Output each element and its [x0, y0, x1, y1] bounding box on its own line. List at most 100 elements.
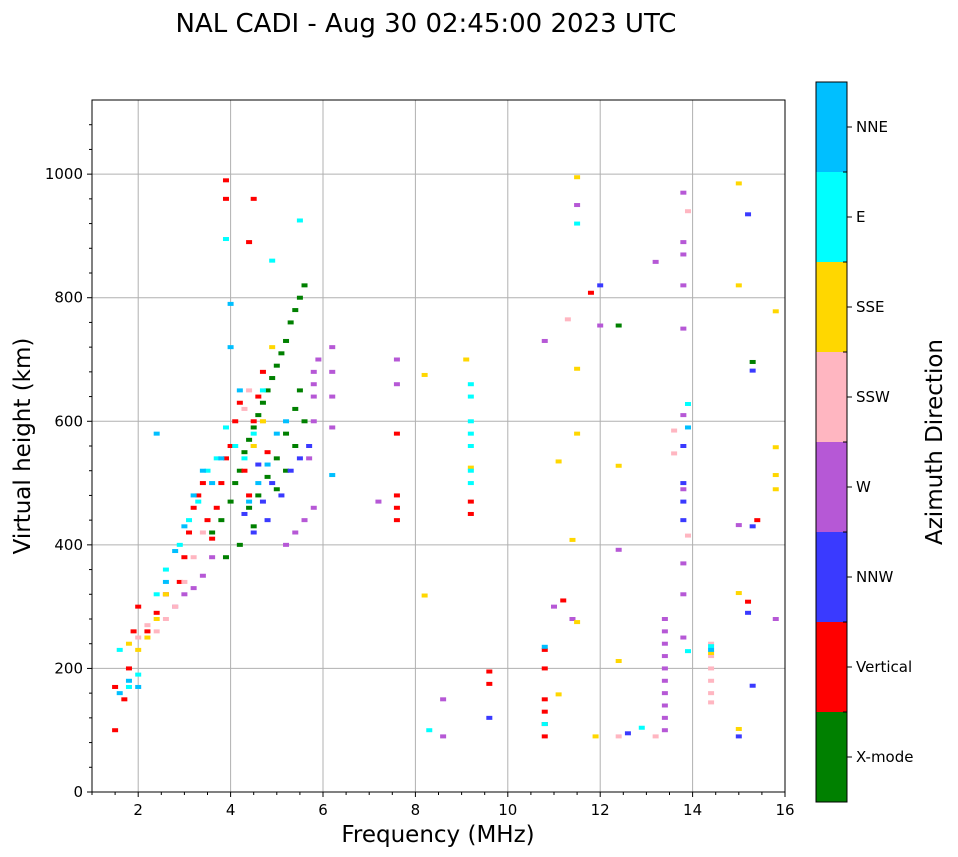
- echo-point-e: [176, 542, 183, 547]
- echo-point-w: [661, 691, 668, 696]
- echo-point-nnw: [296, 456, 303, 461]
- echo-point-vertical: [232, 419, 239, 424]
- echo-point-e: [541, 722, 548, 727]
- colorbar-label-vertical: Vertical: [856, 658, 912, 676]
- echo-point-x-mode: [232, 481, 239, 486]
- echo-point-sse: [135, 647, 142, 652]
- echo-point-nne: [116, 691, 123, 696]
- echo-point-sse: [555, 692, 562, 697]
- echo-point-nne: [218, 456, 225, 461]
- echo-point-w: [181, 592, 188, 597]
- echo-point-x-mode: [283, 338, 290, 343]
- echo-point-nnw: [680, 518, 687, 523]
- echo-point-w: [301, 518, 308, 523]
- echo-point-vertical: [236, 400, 243, 405]
- echo-point-w: [315, 357, 322, 362]
- colorbar-label-x-mode: X-mode: [856, 748, 913, 766]
- echo-point-e: [467, 394, 474, 399]
- echo-point-e: [684, 401, 691, 406]
- echo-point-vertical: [541, 697, 548, 702]
- x-axis-label: Frequency (MHz): [341, 822, 534, 848]
- echo-point-w: [661, 629, 668, 634]
- echo-point-e: [222, 425, 229, 430]
- echo-point-nne: [162, 579, 169, 584]
- echo-point-nnw: [259, 499, 266, 504]
- echo-point-x-mode: [292, 406, 299, 411]
- chart-title: NAL CADI - Aug 30 02:45:00 2023 UTC: [176, 9, 677, 39]
- echo-point-x-mode: [250, 425, 257, 430]
- echo-point-x-mode: [292, 444, 299, 448]
- echo-point-e: [467, 419, 474, 424]
- echo-point-nne: [246, 499, 253, 504]
- echo-point-vertical: [195, 493, 202, 498]
- echo-point-w: [615, 547, 622, 552]
- echo-point-nnw: [749, 368, 756, 373]
- echo-point-e: [241, 456, 248, 461]
- echo-point-nnw: [680, 499, 687, 504]
- echo-point-w: [541, 338, 548, 343]
- echo-point-vertical: [246, 493, 253, 498]
- echo-point-vertical: [560, 598, 567, 603]
- colorbar-frame: [815, 81, 848, 803]
- echo-point-vertical: [213, 505, 220, 510]
- echo-point-x-mode: [218, 518, 225, 523]
- echo-point-ssw: [708, 654, 715, 659]
- echo-point-ssw: [708, 691, 715, 696]
- echo-point-vertical: [144, 629, 151, 634]
- colorbar-label-e: E: [856, 208, 865, 226]
- echo-point-ssw: [652, 734, 659, 739]
- echo-point-x-mode: [278, 351, 285, 356]
- echo-point-sse: [615, 463, 622, 468]
- echo-point-e: [213, 456, 220, 461]
- echo-point-x-mode: [255, 413, 262, 418]
- echo-point-vertical: [130, 629, 137, 634]
- echo-point-x-mode: [292, 308, 299, 313]
- echo-point-nnw: [269, 481, 276, 486]
- echo-point-nnw: [287, 468, 294, 473]
- x-tick-label: 12: [591, 801, 610, 819]
- colorbar-swatch-vertical: [816, 622, 847, 712]
- echo-point-nne: [684, 425, 691, 430]
- echo-point-vertical: [393, 493, 400, 498]
- echo-point-sse: [153, 617, 160, 621]
- echo-point-ssw: [684, 209, 691, 214]
- echo-point-nnw: [624, 731, 631, 736]
- x-tick-label: 10: [498, 801, 517, 819]
- echo-point-nne: [264, 462, 271, 467]
- echo-point-w: [735, 523, 742, 528]
- echo-point-sse: [574, 431, 581, 436]
- echo-point-vertical: [135, 604, 142, 609]
- echo-point-w: [329, 369, 336, 374]
- echo-point-x-mode: [301, 419, 308, 424]
- echo-point-e: [222, 237, 229, 242]
- echo-point-vertical: [754, 518, 761, 523]
- echo-point-sse: [735, 726, 742, 731]
- echo-point-ssw: [708, 641, 715, 646]
- echo-point-ssw: [684, 533, 691, 538]
- colorbar-swatch-nnw: [816, 532, 847, 622]
- echo-point-w: [680, 592, 687, 597]
- echo-point-vertical: [541, 709, 548, 714]
- echo-point-w: [661, 715, 668, 720]
- echo-point-w: [440, 734, 447, 739]
- echo-point-e: [467, 468, 474, 473]
- echo-point-ssw: [708, 700, 715, 705]
- echo-point-vertical: [153, 610, 160, 615]
- y-tick-label: 200: [54, 659, 83, 677]
- colorbar-label-ssw: SSW: [856, 388, 890, 406]
- echo-point-w: [661, 728, 668, 733]
- echo-point-w: [393, 382, 400, 387]
- echo-point-e: [186, 518, 193, 523]
- echo-point-x-mode: [749, 359, 756, 364]
- echo-point-x-mode: [283, 468, 290, 473]
- echo-point-e: [684, 649, 691, 654]
- echo-point-nne: [153, 431, 160, 436]
- echo-point-sse: [144, 635, 151, 640]
- echo-point-x-mode: [296, 388, 303, 393]
- echo-point-w: [310, 394, 317, 399]
- echo-point-nnw: [306, 444, 313, 448]
- echo-point-e: [162, 567, 169, 572]
- colorbar-swatch-e: [816, 172, 847, 262]
- echo-point-ssw: [246, 388, 253, 393]
- echo-point-w: [551, 604, 557, 609]
